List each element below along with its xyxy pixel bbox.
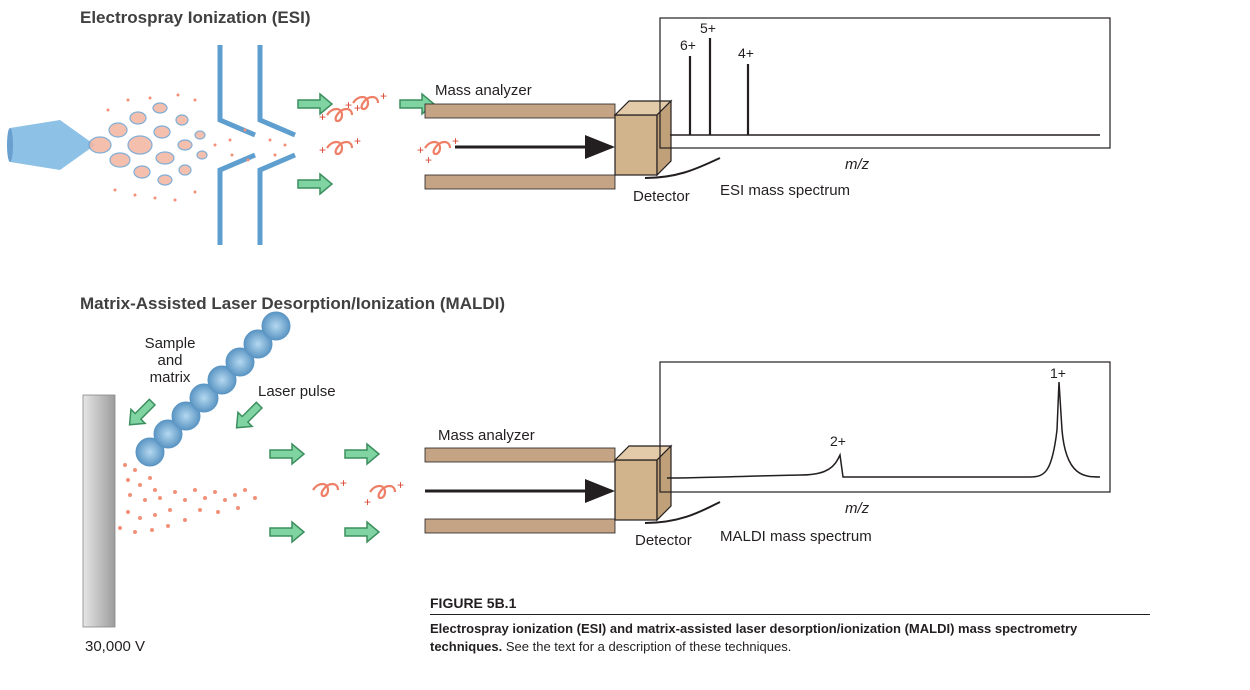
maldi-sample-plate: [83, 395, 115, 627]
svg-text:+: +: [345, 98, 352, 112]
esi-peak-6: 6+: [680, 37, 696, 53]
esi-peak-4: 4+: [738, 45, 754, 61]
esi-detector: [615, 101, 671, 175]
esi-mz-label: m/z: [845, 156, 869, 173]
maldi-spectrum: [645, 362, 1110, 523]
esi-mass-analyzer-label: Mass analyzer: [435, 82, 532, 99]
svg-text:+: +: [397, 478, 404, 492]
maldi-laser-label: Laser pulse: [258, 383, 336, 400]
maldi-sample-l3: matrix: [150, 369, 191, 386]
maldi-ions: + + +: [313, 476, 404, 509]
svg-text:+: +: [364, 495, 371, 509]
maldi-peak-2: 2+: [830, 433, 846, 449]
esi-spectrum-label: ESI mass spectrum: [720, 182, 850, 199]
esi-title: Electrospray Ionization (ESI): [80, 8, 311, 28]
maldi-detector-label: Detector: [635, 532, 692, 549]
maldi-sample-l2: and: [157, 352, 182, 369]
maldi-arrows: [122, 395, 379, 542]
maldi-peak-1: 1+: [1050, 365, 1066, 381]
esi-ions: + + + + + + + + +: [319, 89, 459, 167]
esi-peak-5: 5+: [700, 20, 716, 36]
esi-spectrum: [645, 18, 1110, 178]
svg-text:+: +: [340, 476, 347, 490]
svg-text:+: +: [354, 134, 361, 148]
esi-detector-label: Detector: [633, 188, 690, 205]
caption-plain: See the text for a description of these …: [502, 639, 791, 654]
maldi-sample-l1: Sample: [145, 335, 196, 352]
esi-nozzle: [7, 120, 95, 170]
svg-text:+: +: [425, 153, 432, 167]
maldi-desorbed-dots: [118, 463, 257, 534]
svg-text:+: +: [417, 143, 424, 157]
maldi-spectrum-label: MALDI mass spectrum: [720, 528, 872, 545]
esi-spray-droplets: [89, 94, 287, 202]
maldi-detector: [615, 446, 671, 520]
maldi-title: Matrix-Assisted Laser Desorption/Ionizat…: [80, 294, 505, 314]
maldi-mass-analyzer-label: Mass analyzer: [438, 427, 535, 444]
maldi-voltage-label: 30,000 V: [85, 638, 145, 655]
svg-text:+: +: [354, 101, 361, 115]
maldi-sample-label: Sample and matrix: [135, 335, 205, 386]
figure-number: FIGURE 5B.1: [430, 595, 1150, 615]
figure-caption: FIGURE 5B.1 Electrospray ionization (ESI…: [430, 595, 1150, 656]
svg-text:+: +: [380, 89, 387, 103]
svg-text:+: +: [319, 143, 326, 157]
maldi-mz-label: m/z: [845, 500, 869, 517]
